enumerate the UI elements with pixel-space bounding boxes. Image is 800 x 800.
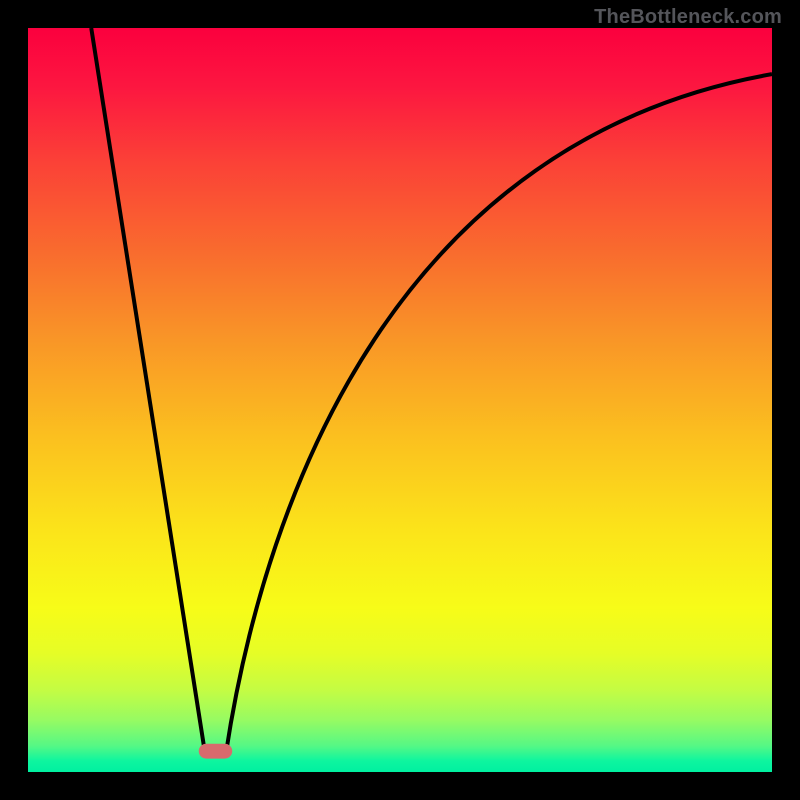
watermark-text: TheBottleneck.com bbox=[594, 6, 782, 29]
plot-area bbox=[28, 28, 772, 772]
plot-background bbox=[28, 28, 772, 772]
chart-container: TheBottleneck.com bbox=[0, 0, 800, 800]
marker-pill bbox=[199, 744, 232, 759]
